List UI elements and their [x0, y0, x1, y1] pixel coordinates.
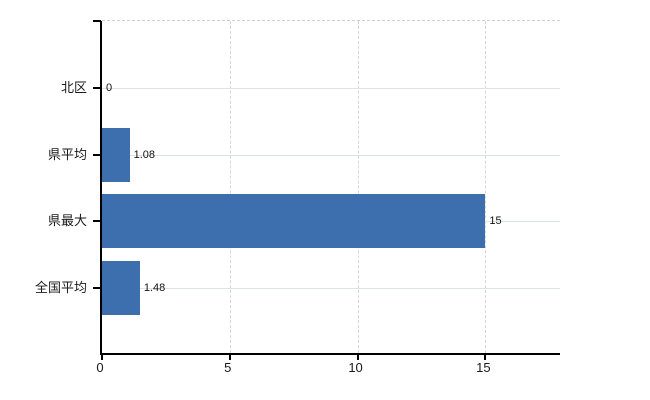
category-label: 北区 [60, 79, 87, 95]
category-label: 県平均 [47, 146, 87, 162]
y-axis-tick [93, 287, 101, 290]
value-label: 1.08 [133, 148, 156, 161]
plot-top-border [102, 20, 560, 21]
x-gridline [357, 21, 359, 353]
plot-area: 0 1.08 15 1.48 [93, 20, 560, 360]
category-gridline [102, 87, 560, 89]
x-tick-label: 10 [348, 360, 363, 375]
y-axis-tick [93, 86, 101, 89]
category-label: 県最大 [47, 213, 87, 229]
category-label: 全国平均 [34, 280, 87, 296]
x-tick-label: 15 [476, 360, 491, 375]
value-label: 0 [106, 81, 113, 94]
x-axis-tick [228, 355, 231, 360]
x-axis-tick [484, 355, 487, 360]
y-axis-tick [93, 153, 101, 156]
x-tick-label: 0 [96, 360, 104, 375]
y-axis-tick [93, 220, 101, 223]
y-axis-end-tick [93, 20, 101, 22]
x-axis-tick [356, 355, 359, 360]
bar-segment [102, 194, 486, 249]
value-label: 1.48 [143, 282, 166, 295]
x-gridline [229, 21, 231, 353]
x-gridline [485, 21, 487, 353]
value-label: 15 [489, 215, 502, 228]
category-gridline [102, 288, 560, 290]
bar-segment [102, 261, 140, 316]
x-tick-label: 5 [224, 360, 232, 375]
x-axis-tick [101, 355, 103, 360]
category-gridline [102, 154, 560, 156]
bar-segment [102, 127, 130, 182]
